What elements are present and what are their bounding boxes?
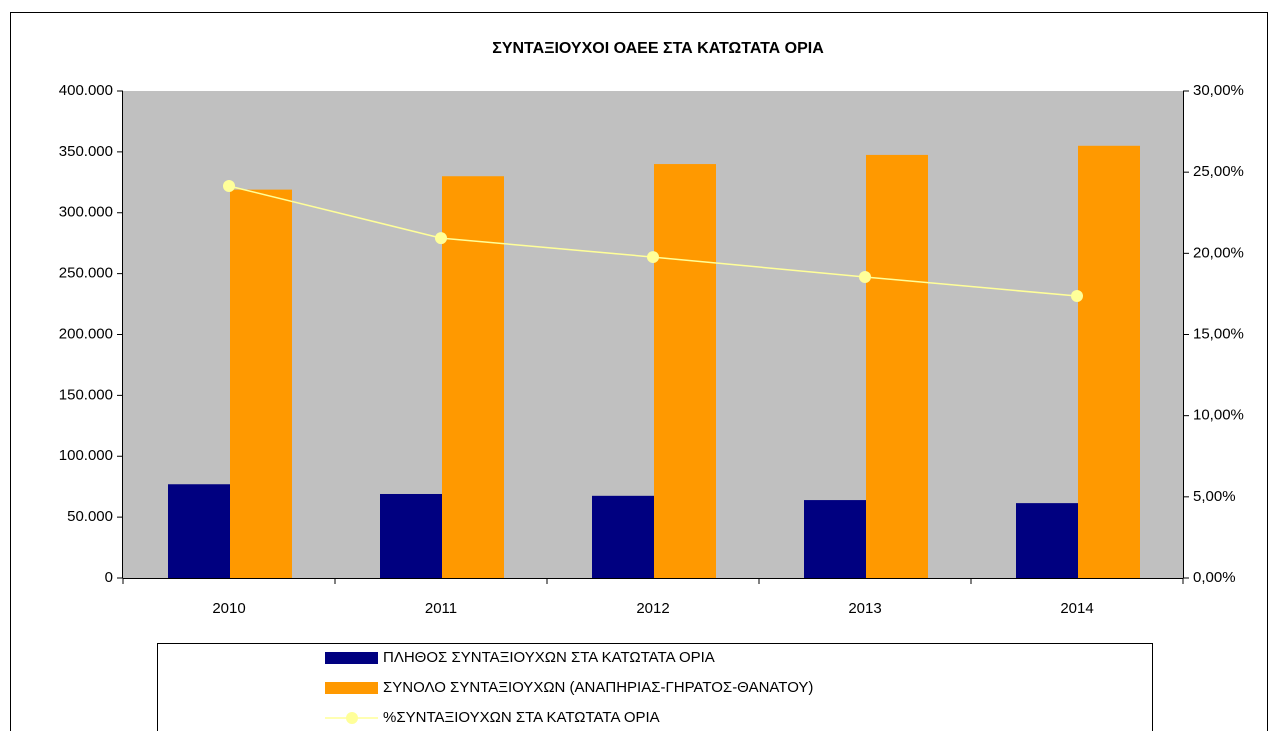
line-marker [1071, 290, 1083, 303]
line-marker [223, 179, 235, 192]
bar [442, 176, 504, 578]
bar [592, 495, 654, 578]
y-tick-label: 200.000 [59, 325, 113, 342]
bar [1078, 145, 1140, 578]
x-tick-label: 2012 [636, 600, 669, 617]
line-marker [647, 251, 659, 264]
legend-box [157, 643, 1153, 731]
y-tick-label: 0 [105, 569, 113, 586]
bar [380, 493, 442, 578]
legend-label: ΣΥΝΟΛΟ ΣΥΝΤΑΞΙΟΥΧΩΝ (ΑΝΑΠΗΡΙΑΣ-ΓΗΡΑΤΟΣ-Θ… [383, 679, 813, 696]
bar [168, 484, 230, 578]
legend-marker [346, 712, 358, 724]
y2-tick-label: 30,00% [1193, 82, 1244, 99]
bar [866, 154, 928, 578]
legend-swatch [325, 652, 378, 664]
y-tick-label: 250.000 [59, 265, 113, 282]
y2-tick-label: 20,00% [1193, 244, 1244, 261]
x-tick-label: 2010 [212, 600, 245, 617]
y2-tick-label: 0,00% [1193, 569, 1236, 586]
line-marker [859, 271, 871, 284]
y-tick-label: 150.000 [59, 386, 113, 403]
line-marker [435, 232, 447, 245]
legend-label: ΠΛΗΘΟΣ ΣΥΝΤΑΞΙΟΥΧΩΝ ΣΤΑ ΚΑΤΩΤΑΤΑ ΟΡΙΑ [383, 649, 715, 666]
chart-title: ΣΥΝΤΑΞΙΟΥΧΟΙ ΟΑΕΕ ΣΤΑ ΚΑΤΩΤΑΤΑ ΟΡΙΑ [492, 40, 824, 57]
bar [654, 164, 716, 579]
y-tick-label: 100.000 [59, 447, 113, 464]
x-tick-label: 2011 [425, 600, 457, 617]
x-tick-label: 2013 [848, 600, 881, 617]
y-tick-label: 400.000 [59, 82, 113, 99]
legend-label: %ΣΥΝΤΑΞΙΟΥΧΩΝ ΣΤΑ ΚΑΤΩΤΑΤΑ ΟΡΙΑ [383, 709, 660, 726]
legend-swatch [325, 682, 378, 694]
x-tick-label: 2014 [1060, 600, 1093, 617]
bar [804, 500, 866, 578]
bar [230, 189, 292, 578]
y-tick-label: 50.000 [67, 508, 113, 525]
y-tick-label: 350.000 [59, 143, 113, 160]
y2-tick-label: 10,00% [1193, 407, 1244, 424]
bar [1016, 503, 1078, 578]
y2-tick-label: 25,00% [1193, 163, 1244, 180]
y2-tick-label: 5,00% [1193, 488, 1236, 505]
y-tick-label: 300.000 [59, 204, 113, 221]
y2-tick-label: 15,00% [1193, 325, 1244, 342]
